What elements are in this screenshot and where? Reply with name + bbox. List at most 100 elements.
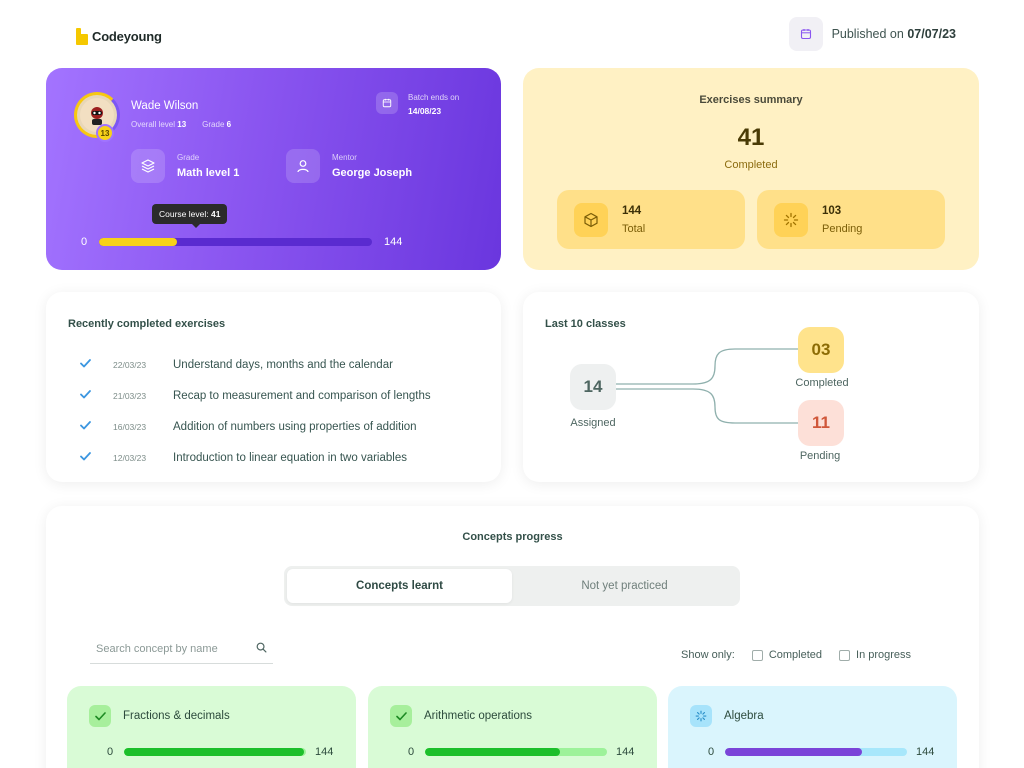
exercise-date: 16/03/23 [113, 421, 147, 432]
profile-card: 13 Wade Wilson Overall level 13 Grade 6 … [46, 68, 501, 270]
concept-card-header: Fractions & decimals [89, 705, 230, 727]
exercise-title: Recap to measurement and comparison of l… [173, 389, 431, 402]
concept-progress-bar [425, 748, 607, 756]
concept-card-header: Algebra [690, 705, 764, 727]
assigned-label: Assigned [570, 417, 616, 429]
exercise-title: Understand days, months and the calendar [173, 358, 393, 371]
concepts-progress-card: Concepts progress Concepts learnt Not ye… [46, 506, 979, 768]
in-progress-checkbox[interactable] [839, 649, 851, 661]
in-progress-checkbox-label[interactable]: In progress [856, 649, 912, 661]
classes-completed-label: Completed [795, 377, 849, 389]
grade-info: Grade Math level 1 [131, 149, 239, 183]
last-classes-card: Last 10 classes 14 Assigned 03 Completed… [523, 292, 979, 482]
check-icon [80, 389, 92, 402]
search-concept-field[interactable]: Search concept by name [90, 634, 273, 664]
concept-card[interactable]: Arithmetic operations 0 144 [368, 686, 657, 768]
course-progress-fill [99, 238, 177, 246]
summary-title: Exercises summary [699, 94, 803, 106]
grade: Grade 6 [202, 120, 231, 129]
concepts-tab-toggle: Concepts learnt Not yet practiced [284, 566, 740, 606]
concept-progress-min: 0 [708, 746, 715, 758]
layers-icon [131, 149, 165, 183]
concept-card[interactable]: Fractions & decimals 0 144 [67, 686, 356, 768]
search-icon[interactable] [256, 640, 267, 658]
search-input[interactable]: Search concept by name [96, 642, 218, 655]
course-level-tooltip: Course level: 41 [152, 204, 228, 228]
student-meta: Overall level 13 Grade 6 [131, 120, 231, 129]
classes-connector-lines [616, 348, 798, 424]
course-progress-bar [99, 238, 372, 246]
check-icon [89, 705, 111, 727]
overall-level-label: Overall level [131, 120, 176, 129]
completed-label: Completed [724, 159, 778, 171]
check-icon [80, 358, 92, 371]
overall-level-value: 13 [177, 120, 187, 129]
tooltip-value: 41 [210, 209, 221, 219]
concept-name: Arithmetic operations [424, 710, 533, 722]
pending-label: Pending [822, 222, 863, 235]
concept-card[interactable]: Algebra 0 144 [668, 686, 957, 768]
recent-title: Recently completed exercises [68, 318, 226, 330]
loading-icon [690, 705, 712, 727]
assigned-count: 14 [570, 364, 616, 410]
concept-progress-max: 144 [616, 746, 635, 758]
mentor-label: Mentor [332, 153, 357, 162]
exercise-title: Addition of numbers using properties of … [173, 420, 417, 433]
show-only-label: Show only: [681, 649, 735, 661]
concept-progress-fill [725, 748, 862, 756]
tooltip-label: Course level: [159, 209, 209, 219]
grade-value: 6 [226, 120, 232, 129]
exercise-date: 22/03/23 [113, 359, 147, 370]
calendar-icon [376, 92, 398, 114]
exercises-summary-card: Exercises summary 41 Completed 144 Total… [523, 68, 979, 270]
show-only-filter: Show only: Completed In progress [681, 649, 911, 661]
list-item[interactable]: 21/03/23 Recap to measurement and compari… [80, 380, 431, 411]
check-icon [80, 420, 92, 433]
logo-text: Codeyoung [92, 29, 162, 44]
completed-checkbox[interactable] [751, 649, 763, 661]
concept-name: Algebra [724, 710, 764, 722]
total-box: 144 Total [557, 190, 745, 249]
grade-label: Grade [202, 120, 225, 129]
pending-count: 103 [822, 204, 842, 217]
recent-exercises-card: Recently completed exercises 22/03/23 Und… [46, 292, 501, 482]
list-item[interactable]: 22/03/23 Understand days, months and the … [80, 349, 431, 380]
published-date: 07/07/23 [907, 27, 956, 41]
concept-progress-min: 0 [107, 746, 114, 758]
logo-icon [76, 28, 88, 45]
published-info: Published on 07/07/23 [788, 17, 956, 51]
concept-progress-max: 144 [315, 746, 334, 758]
pending-box: 103 Pending [757, 190, 945, 249]
progress-min: 0 [81, 236, 88, 248]
published-text: Published on 07/07/23 [832, 27, 956, 41]
list-item[interactable]: 16/03/23 Addition of numbers using proper… [80, 411, 431, 442]
tab-not-yet-practiced[interactable]: Not yet practiced [581, 580, 668, 592]
tab-concepts-learnt[interactable]: Concepts learnt [287, 569, 512, 603]
overall-level: Overall level 13 [131, 120, 186, 129]
concept-progress-fill [124, 748, 305, 756]
classes-pending-label: Pending [799, 450, 841, 462]
logo: Codeyoung [76, 28, 162, 45]
concepts-title: Concepts progress [462, 531, 563, 543]
mentor-value: George Joseph [332, 167, 413, 179]
total-count: 144 [622, 204, 642, 217]
concept-progress-fill [425, 748, 560, 756]
published-label: Published on [831, 27, 904, 41]
classes-title: Last 10 classes [545, 318, 626, 330]
student-name: Wade Wilson [131, 100, 199, 112]
exercise-title: Introduction to linear equation in two v… [173, 451, 407, 464]
concept-progress-max: 144 [916, 746, 935, 758]
check-icon [80, 451, 92, 464]
concept-name: Fractions & decimals [123, 710, 230, 722]
check-icon [390, 705, 412, 727]
classes-completed-count: 03 [798, 327, 844, 373]
progress-max: 144 [384, 236, 403, 248]
exercise-date: 12/03/23 [113, 452, 147, 463]
list-item[interactable]: 12/03/23 Introduction to linear equation … [80, 442, 431, 473]
batch-date: 14/08/23 [408, 106, 442, 116]
grade-item-label: Grade [177, 153, 200, 162]
concept-progress-bar [124, 748, 306, 756]
recent-list: 22/03/23 Understand days, months and the … [80, 349, 431, 473]
exercise-date: 21/03/23 [113, 390, 147, 401]
completed-checkbox-label[interactable]: Completed [768, 649, 823, 661]
